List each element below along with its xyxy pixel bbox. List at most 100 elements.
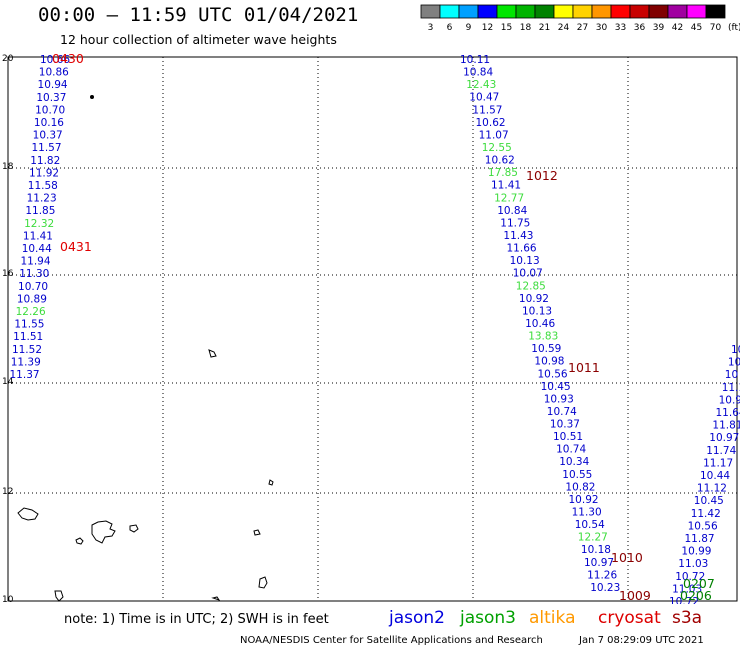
time-label: 1010 [611, 550, 643, 565]
scale-label: 36 [634, 23, 646, 33]
wave-height-value: 10.13 [510, 255, 540, 267]
wave-height-value: 10.72 [675, 571, 705, 583]
wave-height-value: 10.62 [476, 117, 506, 129]
wave-height-value: 10.13 [522, 305, 552, 317]
lat-label: 16 [2, 269, 14, 279]
wave-height-value: 10.66 [40, 54, 70, 66]
wave-height-value: 11.94 [20, 256, 50, 268]
wave-height-value: 10.93 [544, 393, 574, 405]
wave-height-value: 10.55 [562, 469, 592, 481]
wave-height-value: 10.92 [519, 293, 549, 305]
wave-height-value: 11.85 [25, 205, 55, 217]
wave-height-value: 10.98 [534, 356, 564, 368]
lat-label: 12 [2, 487, 13, 497]
wave-height-value: 10.44 [22, 243, 52, 255]
wave-height-value: 10 [731, 344, 740, 356]
wave-height-value: 10.37 [36, 92, 66, 104]
wave-height-value: 12.32 [24, 218, 54, 230]
wave-height-value: 10.97 [584, 557, 614, 569]
scale-label: 18 [520, 23, 532, 33]
wave-height-value: 10.91 [719, 394, 740, 406]
sat-altika-label: altika [529, 608, 576, 628]
wave-height-value: 10.74 [556, 444, 586, 456]
scale-swatch [705, 4, 726, 19]
wave-height-value: 10.59 [531, 343, 561, 355]
scale-label: 30 [596, 23, 608, 33]
timestamp-text: Jan 7 08:29:09 UTC 2021 [579, 635, 704, 646]
scale-label: 24 [558, 23, 570, 33]
scale-swatch [458, 4, 479, 19]
scale-label: 27 [577, 23, 588, 33]
lat-label: 14 [2, 377, 14, 387]
wave-height-value: 11.75 [500, 217, 530, 229]
wave-height-value: 10.99 [681, 546, 711, 558]
scale-swatch [591, 4, 612, 19]
wave-height-value: 10.11 [460, 54, 490, 66]
sat-cryosat-label: cryosat [598, 608, 661, 628]
wave-height-value: 10.97 [709, 432, 739, 444]
scale-swatch [515, 4, 536, 19]
scale-swatch [534, 4, 555, 19]
scale-label: 6 [447, 23, 453, 33]
wave-height-value: 11.81 [712, 420, 740, 432]
wave-height-value: 10.84 [463, 67, 493, 79]
wave-height-value: 10.18 [581, 544, 611, 556]
time-label: 1012 [526, 168, 558, 183]
wave-height-value: 10.45 [694, 495, 724, 507]
wave-height-value: 11.26 [587, 569, 617, 581]
wave-height-value: 11.82 [30, 155, 60, 167]
wave-height-value: 10.34 [559, 456, 589, 468]
wave-height-value: 10.54 [575, 519, 605, 531]
wave-height-value: 11.74 [706, 445, 736, 457]
island [17, 507, 39, 521]
wave-height-value: 10.82 [565, 481, 595, 493]
time-label: 1009 [619, 588, 651, 603]
scale-label: 39 [653, 23, 665, 33]
wave-height-value: 11.55 [14, 319, 44, 331]
credit-text: NOAA/NESDIS Center for Satellite Applica… [240, 635, 543, 646]
wave-height-value: 11.66 [507, 243, 537, 255]
island [258, 576, 268, 589]
wave-height-value: 10.46 [525, 318, 555, 330]
wave-height-value: 12.77 [494, 192, 524, 204]
time-label: 0206 [680, 588, 712, 603]
wave-height-value: 10.74 [547, 406, 577, 418]
wave-height-value: 11.57 [31, 142, 61, 154]
wave-height-value: 10.84 [497, 205, 527, 217]
lat-label: 18 [2, 162, 14, 172]
wave-height-value: 11.92 [29, 167, 59, 179]
wave-height-value: 10.56 [688, 520, 718, 532]
wave-height-value: 10.37 [33, 130, 63, 142]
wave-height-value: 11.58 [28, 180, 58, 192]
sat-s3a-label: s3a [672, 608, 703, 628]
wave-height-value: 10.86 [39, 67, 69, 79]
sat-jason3-label: jason3 [460, 608, 516, 628]
time-label: 0431 [60, 239, 92, 254]
island [211, 596, 221, 601]
wave-height-value: 10.07 [513, 268, 543, 280]
wave-height-value: 11.41 [23, 230, 53, 242]
island [268, 479, 274, 486]
wave-height-value: 12.55 [482, 142, 512, 154]
wave-height-value: 11.37 [10, 369, 40, 381]
page-title: 00:00 – 11:59 UTC 01/04/2021 [38, 4, 359, 26]
island [54, 590, 64, 602]
island [253, 529, 261, 536]
island [75, 537, 84, 545]
wave-height-value: 10.72 [669, 596, 699, 604]
wave-height-value: 10.44 [700, 470, 730, 482]
wave-height-value: 10.92 [569, 494, 599, 506]
wave-height-value: 11.17 [703, 457, 733, 469]
wave-height-value: 10.47 [469, 92, 499, 104]
scale-swatch [420, 4, 441, 19]
wave-height-value: 11.1 [722, 382, 740, 394]
wave-height-value: 17.85 [488, 167, 518, 179]
scale-label: 42 [672, 23, 683, 33]
wave-height-value: 11.64 [716, 407, 740, 419]
scale-swatch [648, 4, 669, 19]
scale-label: 3 [428, 23, 434, 33]
scale-swatch [667, 4, 688, 19]
wave-height-value: 10.70 [18, 281, 48, 293]
wave-height-value: 11.03 [678, 558, 708, 570]
